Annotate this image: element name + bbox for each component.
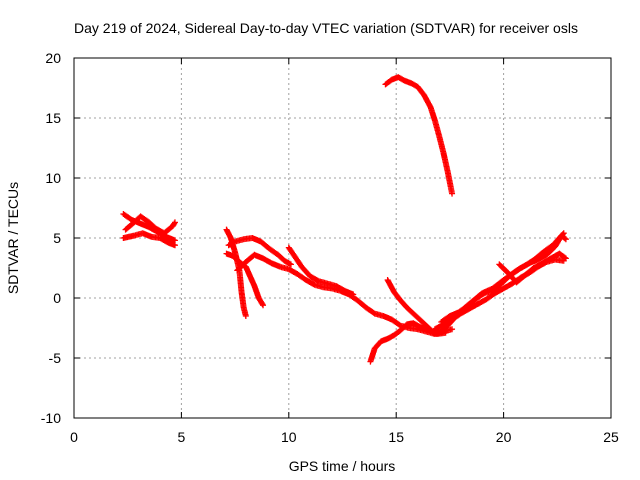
data-point-markers xyxy=(438,230,567,325)
data-point-markers xyxy=(384,232,569,336)
grid xyxy=(74,58,611,418)
data-trace xyxy=(384,232,569,336)
data-trace xyxy=(122,213,178,237)
y-tick-label: 5 xyxy=(53,230,61,246)
x-tick-label: 15 xyxy=(388,429,404,445)
data-trace xyxy=(285,244,357,298)
data-point-markers xyxy=(120,230,178,249)
x-tick-label: 25 xyxy=(603,429,619,445)
data-point-markers xyxy=(285,244,357,298)
data-trace xyxy=(496,250,569,286)
x-tick-label: 0 xyxy=(70,429,78,445)
data-point-markers xyxy=(431,256,567,333)
data-point-markers xyxy=(496,250,569,286)
data-point-markers xyxy=(225,235,294,268)
y-tick-label: 15 xyxy=(45,110,61,126)
x-tick-label: 10 xyxy=(281,429,297,445)
x-tick-label: 5 xyxy=(178,429,186,445)
y-tick-label: -5 xyxy=(49,350,62,366)
x-tick-label: 20 xyxy=(496,429,512,445)
y-tick-label: 0 xyxy=(53,290,61,306)
data-points xyxy=(120,74,569,365)
x-axis-label: GPS time / hours xyxy=(289,458,396,474)
y-tick-label: 20 xyxy=(45,50,61,66)
data-trace xyxy=(225,235,294,268)
data-trace xyxy=(431,256,567,333)
plot-frame xyxy=(73,57,612,419)
y-axis-label: SDTVAR / TECUs xyxy=(5,182,21,294)
y-tick-label: 10 xyxy=(45,170,61,186)
chart-title: Day 219 of 2024, Sidereal Day-to-day VTE… xyxy=(74,20,578,36)
data-point-markers xyxy=(122,213,178,237)
data-trace xyxy=(438,230,567,325)
axis-ticks: 0 5 10 15 20 25 -10 -5 0 5 10 15 20 xyxy=(41,50,619,445)
data-point-markers xyxy=(382,74,456,197)
y-tick-label: -10 xyxy=(41,410,61,426)
data-trace xyxy=(382,74,456,197)
data-trace xyxy=(120,230,178,249)
